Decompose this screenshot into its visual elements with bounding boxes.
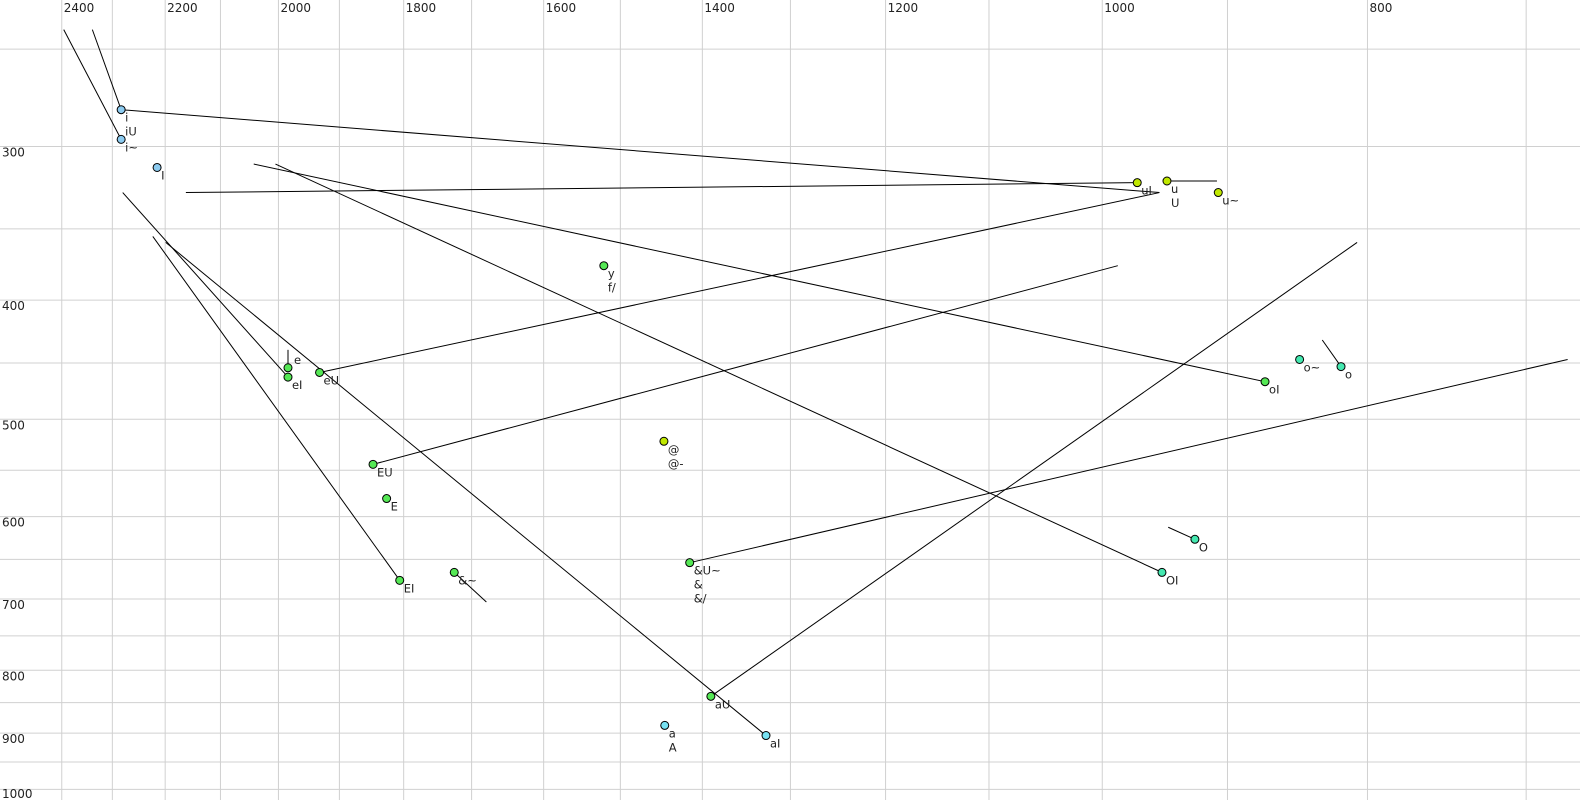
trajectory-line [152, 236, 401, 581]
point-label: &U~ [694, 564, 721, 578]
x-tick-label: 2400 [64, 1, 95, 15]
point-label: OI [1166, 573, 1178, 587]
point-label: o~ [1304, 360, 1321, 374]
data-point [1132, 178, 1142, 188]
point-label: i [125, 111, 128, 125]
x-tick-label: 1400 [704, 1, 735, 15]
x-tick-label: 2200 [167, 1, 198, 15]
point-label: f/ [608, 281, 616, 295]
x-tick-label: 2000 [280, 1, 311, 15]
data-point [116, 105, 126, 115]
trajectory-line [689, 358, 1568, 564]
data-point [152, 162, 162, 172]
x-tick-label: 1200 [888, 1, 919, 15]
y-tick-label: 700 [2, 598, 25, 612]
trajectory-line [319, 192, 1160, 373]
point-label: u~ [1222, 194, 1239, 208]
point-label: eU [324, 373, 340, 387]
trajectory-line [63, 29, 122, 140]
y-tick-label: 800 [2, 669, 25, 683]
point-label: iU [125, 125, 137, 139]
data-point [382, 494, 392, 504]
point-label: &/ [694, 592, 707, 606]
trajectory-line [91, 29, 122, 110]
point-label: &~ [458, 573, 477, 587]
y-tick-label: 400 [2, 299, 25, 313]
y-tick-label: 500 [2, 418, 25, 432]
point-label: EU [377, 465, 393, 479]
data-point [1190, 534, 1200, 544]
data-point [1213, 188, 1223, 198]
y-tick-label: 600 [2, 516, 25, 530]
data-point [761, 731, 771, 741]
point-label: e [294, 353, 301, 367]
point-label: EI [404, 581, 415, 595]
trajectory-line [122, 192, 289, 378]
point-label: uI [1141, 184, 1152, 198]
point-label: oI [1269, 383, 1279, 397]
point-label: eI [292, 378, 302, 392]
point-label: E [391, 500, 398, 514]
point-label: y [608, 267, 615, 281]
data-point [599, 261, 609, 271]
trajectory-line [185, 182, 1138, 194]
point-label: o [1345, 368, 1352, 382]
data-point [283, 372, 293, 382]
data-point [1260, 377, 1270, 387]
data-point [395, 575, 405, 585]
y-tick-label: 1000 [2, 787, 33, 800]
data-point [1336, 362, 1346, 372]
point-label: a [669, 726, 676, 740]
y-tick-label: 900 [2, 732, 25, 746]
trajectory-line [710, 242, 1358, 697]
x-tick-label: 1800 [406, 1, 437, 15]
point-label: @- [668, 456, 684, 470]
trajectory-line [1321, 339, 1342, 367]
trajectory-line [372, 265, 1118, 465]
point-label: U [1171, 196, 1179, 210]
data-point [1295, 354, 1305, 364]
data-point [660, 720, 670, 730]
point-label: u [1171, 182, 1178, 196]
point-label: I [161, 168, 164, 182]
axis-ticks: 2400 2200 2000 1800 1600 1400 1200 1000 800 300 40… [2, 1, 1392, 801]
trajectory-line [453, 572, 487, 603]
data-point [706, 691, 716, 701]
data-point [1157, 567, 1167, 577]
data-point [685, 558, 695, 568]
x-tick-label: 800 [1369, 1, 1392, 15]
data-point [1162, 176, 1172, 186]
point-label: aI [770, 737, 780, 751]
data-point [283, 363, 293, 373]
x-tick-label: 1600 [546, 1, 577, 15]
trajectory-line [275, 163, 1163, 573]
point-label: aU [715, 697, 730, 711]
point-label: A [669, 740, 677, 754]
data-point [315, 367, 325, 377]
trajectories [63, 29, 1568, 736]
trajectory-line [253, 163, 1266, 383]
point-label: & [694, 578, 703, 592]
data-point [368, 459, 378, 469]
trajectory-line [165, 242, 767, 736]
data-point [116, 134, 126, 144]
trajectory-line [121, 109, 1160, 194]
data-point [659, 436, 669, 446]
x-tick-label: 1000 [1104, 1, 1135, 15]
point-label: i~ [125, 140, 138, 154]
y-tick-label: 300 [2, 146, 25, 160]
point-label: O [1199, 540, 1208, 554]
point-label: @ [668, 442, 680, 456]
data-point [449, 567, 459, 577]
trajectory-line [1168, 526, 1196, 540]
